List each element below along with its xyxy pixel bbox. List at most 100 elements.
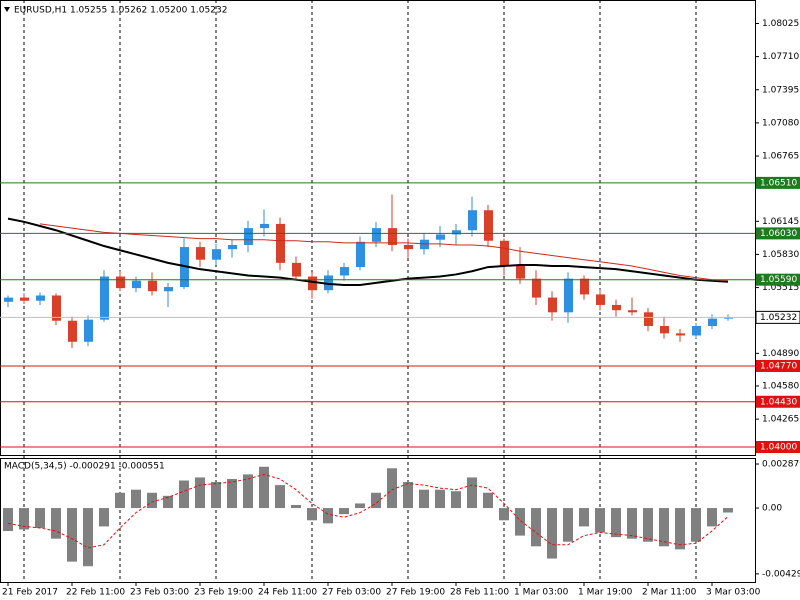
candle-body bbox=[676, 333, 685, 336]
moving-average bbox=[39, 223, 729, 282]
candle-body bbox=[164, 287, 173, 292]
y-tick-label: 1.05515 bbox=[762, 283, 799, 293]
candle-body bbox=[484, 210, 493, 241]
x-tick-label: 2 Mar 11:00 bbox=[642, 588, 697, 598]
x-tick-label: 27 Feb 03:00 bbox=[322, 588, 381, 598]
candle-body bbox=[212, 249, 221, 260]
macd-bar bbox=[179, 480, 189, 509]
macd-panel-border bbox=[0, 458, 756, 583]
candle-body bbox=[372, 228, 381, 242]
candle-body bbox=[388, 228, 397, 245]
macd-bar bbox=[611, 508, 621, 538]
x-tick-label: 21 Feb 2017 bbox=[2, 588, 58, 598]
y-tick-label: 1.06765 bbox=[762, 152, 799, 162]
candle-body bbox=[724, 317, 733, 319]
macd-bar bbox=[83, 508, 93, 567]
macd-bar bbox=[595, 508, 605, 533]
macd-bar bbox=[627, 508, 637, 539]
macd-bar bbox=[307, 508, 317, 521]
macd-header: MACD(5,34,5) -0.000291 -0.000551 bbox=[4, 462, 165, 472]
y-tick-label: 1.04265 bbox=[762, 415, 799, 425]
candle-body bbox=[596, 294, 605, 305]
macd-bar bbox=[643, 508, 653, 542]
x-tick-label: 24 Feb 11:00 bbox=[258, 588, 317, 598]
macd-bar bbox=[403, 482, 413, 509]
macd-bar bbox=[579, 508, 589, 527]
macd-bar bbox=[451, 491, 461, 509]
macd-bar bbox=[243, 474, 253, 509]
candle-body bbox=[340, 267, 349, 276]
macd-bar bbox=[723, 508, 733, 513]
macd-bar bbox=[675, 508, 685, 550]
candle-body bbox=[52, 295, 61, 321]
candle-body bbox=[468, 210, 477, 231]
candle-body bbox=[276, 223, 285, 263]
symbol-header: EURUSD,H1 1.05255 1.05262 1.05200 1.0523… bbox=[14, 6, 227, 16]
candle-body bbox=[196, 247, 205, 260]
level-label: 1.04000 bbox=[760, 443, 797, 453]
candle-body bbox=[292, 262, 301, 277]
macd-bar bbox=[99, 508, 109, 527]
candle-body bbox=[132, 280, 141, 289]
x-tick-label: 23 Feb 03:00 bbox=[130, 588, 189, 598]
candle-body bbox=[100, 276, 109, 320]
macd-bar bbox=[467, 477, 477, 509]
level-label-box bbox=[756, 176, 800, 189]
menu-icon[interactable] bbox=[4, 7, 10, 12]
y-tick-label: 1.04580 bbox=[762, 381, 799, 391]
macd-bar bbox=[547, 508, 557, 559]
level-label-box bbox=[756, 395, 800, 408]
level-label: 1.04430 bbox=[760, 397, 797, 407]
level-label-box bbox=[756, 441, 800, 454]
level-label: 1.04770 bbox=[760, 361, 797, 371]
x-tick-label: 22 Feb 11:00 bbox=[66, 588, 125, 598]
macd-bar bbox=[67, 508, 77, 562]
macd-bar bbox=[531, 508, 541, 547]
candle-body bbox=[628, 310, 637, 313]
level-label: 1.05590 bbox=[760, 275, 797, 285]
price-label-box bbox=[755, 310, 800, 324]
candle-body bbox=[644, 312, 653, 326]
y-tick-label: 1.07080 bbox=[762, 118, 799, 128]
macd-bar bbox=[691, 508, 701, 542]
macd-bar bbox=[371, 492, 381, 509]
macd-bar bbox=[147, 492, 157, 509]
macd-bar bbox=[419, 489, 429, 509]
macd-bar bbox=[499, 508, 509, 521]
y-tick-label: 1.05830 bbox=[762, 250, 799, 260]
candle-body bbox=[660, 325, 669, 334]
candle-body bbox=[20, 297, 29, 301]
level-label-box bbox=[756, 359, 800, 372]
y-tick-label: 0.00 bbox=[762, 504, 782, 514]
x-tick-label: 27 Feb 19:00 bbox=[386, 588, 445, 598]
level-label-box bbox=[756, 227, 800, 240]
candle-body bbox=[532, 278, 541, 298]
candle-body bbox=[260, 223, 269, 229]
candle-body bbox=[148, 280, 157, 292]
candle-body bbox=[404, 244, 413, 250]
macd-bar bbox=[339, 508, 349, 515]
candle-body bbox=[68, 320, 77, 342]
macd-bar bbox=[115, 492, 125, 509]
candle-body bbox=[692, 325, 701, 336]
candle-body bbox=[516, 266, 525, 279]
y-tick-label: 1.06145 bbox=[762, 217, 799, 227]
candle-body bbox=[436, 234, 445, 240]
candle-body bbox=[548, 297, 557, 313]
x-tick-label: 28 Feb 11:00 bbox=[450, 588, 509, 598]
x-tick-label: 1 Mar 19:00 bbox=[578, 588, 633, 598]
moving-average bbox=[7, 217, 729, 286]
macd-bar bbox=[387, 468, 397, 509]
macd-bar bbox=[275, 485, 285, 509]
macd-bar bbox=[19, 508, 29, 530]
candle-body bbox=[580, 278, 589, 295]
candle-body bbox=[244, 228, 253, 245]
candle-body bbox=[356, 241, 365, 268]
main-panel-border bbox=[0, 0, 756, 456]
y-tick-label: 1.04890 bbox=[762, 349, 799, 359]
macd-bar bbox=[163, 495, 173, 509]
candle-body bbox=[564, 278, 573, 313]
macd-bar bbox=[195, 477, 205, 509]
y-tick-label: -0.004299 bbox=[762, 569, 800, 579]
